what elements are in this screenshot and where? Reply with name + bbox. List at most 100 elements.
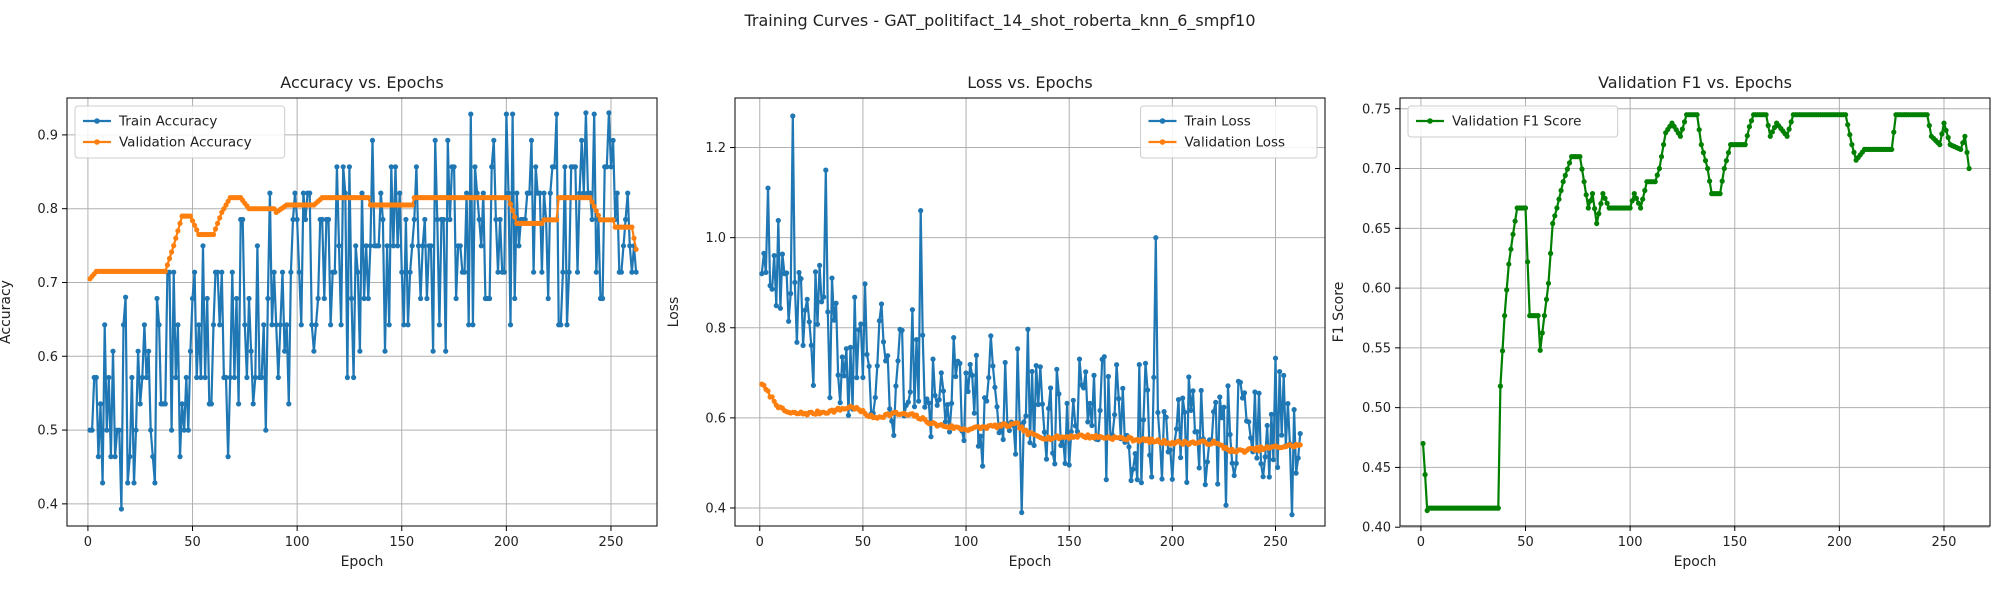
data-point bbox=[233, 295, 240, 302]
data-point bbox=[1087, 400, 1093, 406]
data-point bbox=[340, 164, 346, 170]
data-point bbox=[225, 454, 231, 460]
data-point bbox=[1746, 124, 1752, 130]
data-point bbox=[1640, 196, 1646, 202]
data-point bbox=[359, 190, 365, 196]
data-point bbox=[143, 374, 150, 381]
legend-swatch-marker bbox=[1159, 139, 1166, 145]
data-point bbox=[445, 137, 451, 143]
data-point bbox=[156, 322, 162, 328]
data-point bbox=[1258, 461, 1264, 467]
data-point bbox=[497, 216, 503, 223]
data-point bbox=[441, 216, 447, 223]
data-point bbox=[1233, 460, 1239, 466]
data-point bbox=[1097, 407, 1103, 414]
y-tick-label: 0.45 bbox=[1362, 461, 1391, 476]
data-point bbox=[812, 269, 819, 275]
data-point bbox=[924, 396, 930, 402]
data-point bbox=[1180, 395, 1186, 401]
data-point bbox=[988, 333, 994, 339]
data-point bbox=[547, 190, 553, 196]
data-point bbox=[1130, 466, 1136, 472]
data-point bbox=[1420, 440, 1426, 447]
data-point bbox=[627, 243, 633, 249]
data-point bbox=[97, 401, 104, 407]
data-point bbox=[1211, 409, 1217, 415]
data-point bbox=[1581, 179, 1587, 185]
data-point bbox=[1627, 205, 1633, 211]
data-point bbox=[1512, 218, 1518, 224]
data-point bbox=[342, 190, 348, 196]
data-point bbox=[395, 243, 401, 249]
data-point bbox=[1506, 261, 1512, 267]
data-point bbox=[916, 398, 922, 404]
data-point bbox=[951, 335, 957, 341]
data-point bbox=[200, 243, 206, 249]
data-point bbox=[1508, 246, 1514, 252]
data-point bbox=[1556, 196, 1562, 202]
legend-label: Train Loss bbox=[1184, 114, 1251, 130]
data-point bbox=[1926, 122, 1932, 129]
data-point bbox=[1694, 112, 1700, 118]
y-tick-label: 0.9 bbox=[37, 128, 58, 143]
data-point bbox=[771, 253, 777, 259]
data-point bbox=[1085, 419, 1091, 425]
data-point bbox=[102, 322, 108, 328]
data-point bbox=[905, 399, 911, 405]
data-point bbox=[1116, 396, 1122, 402]
data-point bbox=[1219, 415, 1225, 421]
data-point bbox=[1560, 179, 1566, 185]
data-point bbox=[252, 374, 258, 381]
data-point bbox=[587, 190, 593, 196]
data-point bbox=[470, 322, 476, 328]
data-point bbox=[468, 111, 474, 117]
data-point bbox=[164, 262, 170, 268]
data-point bbox=[1196, 465, 1202, 471]
data-point bbox=[236, 401, 242, 407]
data-point bbox=[334, 164, 340, 170]
data-point bbox=[1120, 385, 1126, 391]
y-tick-label: 0.65 bbox=[1362, 222, 1391, 237]
data-point bbox=[1843, 112, 1849, 118]
data-point bbox=[288, 269, 294, 275]
data-point bbox=[1562, 172, 1568, 178]
data-point bbox=[1155, 409, 1161, 416]
data-point bbox=[891, 432, 897, 438]
data-point bbox=[1213, 399, 1219, 405]
data-point bbox=[104, 427, 110, 433]
data-point bbox=[1937, 142, 1943, 148]
data-point bbox=[357, 348, 363, 354]
data-point bbox=[942, 419, 949, 425]
data-point bbox=[509, 207, 516, 214]
data-point bbox=[773, 303, 779, 309]
data-point bbox=[210, 231, 217, 238]
data-point bbox=[1763, 112, 1769, 118]
data-point bbox=[148, 427, 154, 433]
legend: Validation F1 Score bbox=[1407, 105, 1619, 138]
data-point bbox=[1066, 462, 1072, 468]
data-point bbox=[1295, 455, 1301, 461]
data-point bbox=[895, 358, 901, 364]
data-point bbox=[1769, 129, 1775, 135]
data-point bbox=[1510, 231, 1516, 237]
data-point bbox=[177, 454, 183, 460]
data-point bbox=[1252, 389, 1258, 395]
data-point bbox=[562, 164, 568, 170]
data-point bbox=[531, 269, 537, 275]
data-point bbox=[300, 190, 306, 196]
data-point bbox=[528, 137, 535, 143]
y-tick-label: 0.55 bbox=[1362, 341, 1391, 356]
data-point bbox=[248, 348, 254, 354]
data-point bbox=[1504, 287, 1510, 293]
data-point bbox=[837, 400, 843, 406]
data-point bbox=[885, 353, 891, 359]
data-point bbox=[595, 212, 602, 218]
data-point bbox=[1577, 154, 1583, 160]
x-tick-label: 150 bbox=[1722, 535, 1747, 550]
data-point bbox=[1190, 388, 1196, 394]
data-point bbox=[839, 354, 845, 360]
data-point bbox=[1126, 444, 1132, 450]
data-point bbox=[1006, 427, 1013, 434]
subplot-1: Accuracy vs. Epochs 0 50 100 150 200 250 0.4 0.5… bbox=[0, 73, 658, 570]
data-point bbox=[589, 216, 595, 223]
